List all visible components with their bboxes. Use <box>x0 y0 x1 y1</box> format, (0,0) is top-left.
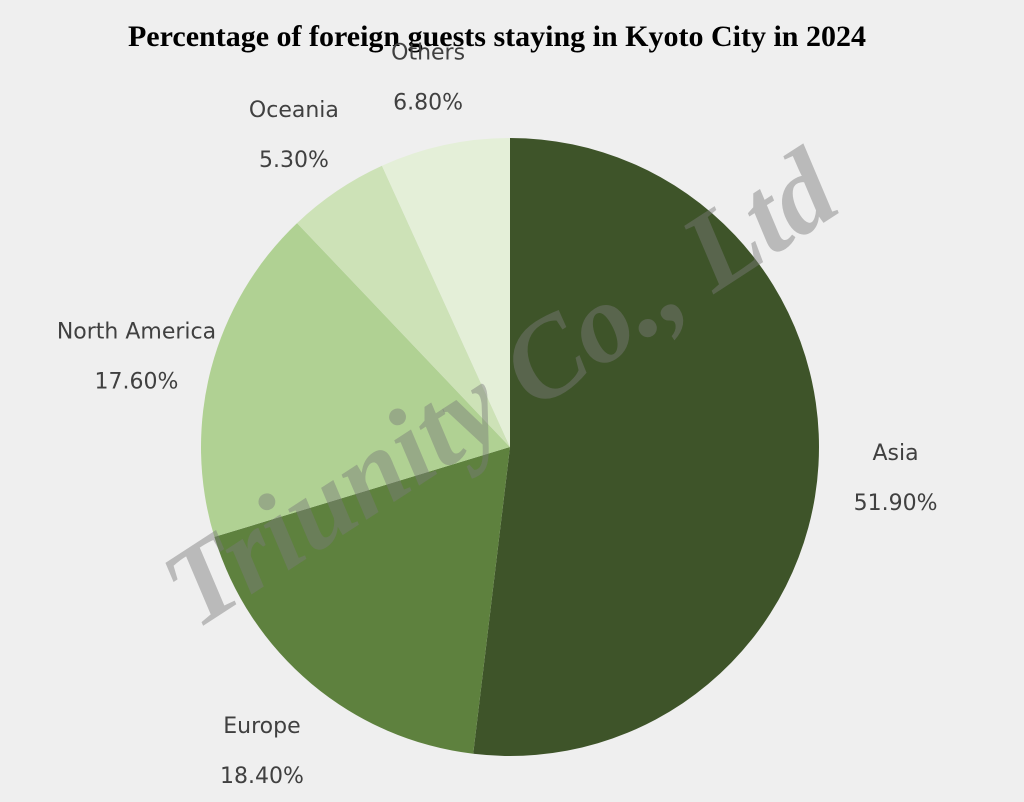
slice-value-label: 18.40% <box>220 764 304 789</box>
pie-slice <box>297 165 510 447</box>
slice-value-label: 5.30% <box>259 148 329 173</box>
slice-label: Oceania <box>249 98 339 123</box>
pie-slice <box>473 138 819 756</box>
pie-slice <box>381 138 510 447</box>
slice-value-label: 17.60% <box>95 370 179 395</box>
pie-slice <box>201 223 511 537</box>
slice-label: Asia <box>873 441 919 466</box>
chart-title: Percentage of foreign guests staying in … <box>128 20 866 53</box>
slice-label: Others <box>391 41 465 66</box>
slice-value-label: 6.80% <box>393 91 463 116</box>
slice-label: North America <box>57 320 216 345</box>
slice-label: Europe <box>223 714 300 739</box>
slice-value-label: 51.90% <box>854 491 938 516</box>
pie-slice <box>214 447 510 754</box>
